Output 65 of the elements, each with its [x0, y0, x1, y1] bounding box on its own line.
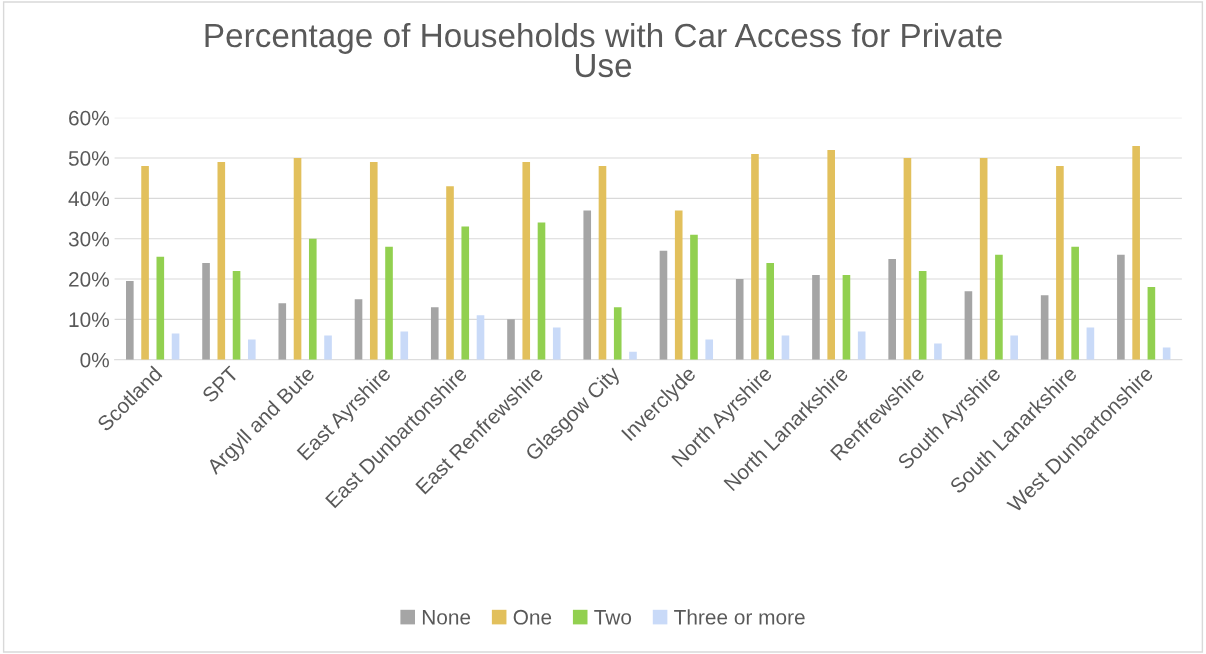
bar — [766, 262, 775, 360]
y-tick-label: 60% — [69, 110, 109, 126]
bar — [156, 256, 165, 360]
bar — [308, 238, 317, 360]
chart-title: Percentage of Households with Car Access for Private Use — [205, 22, 1002, 78]
bar — [1117, 254, 1125, 360]
bar — [1086, 327, 1095, 360]
bar — [461, 226, 470, 360]
legend-label: Three or more — [674, 609, 805, 625]
bar — [293, 158, 302, 360]
bar — [141, 166, 149, 360]
bar — [430, 307, 439, 360]
bar — [979, 158, 988, 360]
bar — [629, 351, 637, 360]
bar — [1040, 295, 1049, 360]
bar — [354, 299, 363, 360]
bar — [857, 331, 866, 360]
bar — [659, 250, 668, 360]
bar — [507, 319, 515, 360]
bar — [400, 331, 409, 360]
bar — [705, 339, 714, 360]
bar — [1071, 246, 1079, 360]
bar — [674, 210, 683, 360]
y-tick-label: 30% — [68, 231, 109, 247]
bar — [934, 343, 942, 360]
bar — [842, 275, 851, 360]
bar — [583, 210, 592, 360]
bar — [446, 186, 454, 360]
bar — [232, 270, 241, 360]
y-tick-label: 10% — [69, 312, 109, 328]
bar — [537, 222, 546, 360]
bar — [903, 158, 912, 360]
bar — [247, 339, 256, 360]
bar — [964, 291, 973, 360]
bar — [552, 327, 561, 360]
bar — [613, 307, 622, 360]
legend-label: One — [513, 609, 552, 625]
bar — [1010, 335, 1018, 360]
bar — [171, 333, 180, 360]
bar — [1056, 166, 1064, 360]
y-tick-label: 50% — [68, 151, 109, 166]
bar — [522, 162, 531, 360]
y-tick-label: 40% — [68, 191, 109, 207]
bar — [735, 279, 744, 360]
bar — [369, 162, 378, 360]
bar — [918, 270, 927, 360]
bar — [217, 162, 226, 360]
bar — [202, 262, 210, 360]
bar — [476, 315, 485, 360]
bar — [812, 275, 820, 360]
bar — [751, 154, 759, 360]
legend-label: None — [422, 610, 471, 625]
bar — [995, 254, 1003, 360]
y-tick-label: 20% — [69, 272, 109, 287]
bar — [278, 303, 287, 360]
bar — [598, 166, 607, 360]
bar — [324, 335, 332, 360]
bar — [1147, 287, 1156, 360]
bar — [827, 149, 835, 360]
bar — [126, 281, 134, 360]
bar — [1132, 145, 1140, 360]
legend-label: Two — [594, 610, 632, 625]
bar — [690, 234, 698, 360]
bar — [385, 246, 393, 360]
bar — [888, 258, 896, 360]
